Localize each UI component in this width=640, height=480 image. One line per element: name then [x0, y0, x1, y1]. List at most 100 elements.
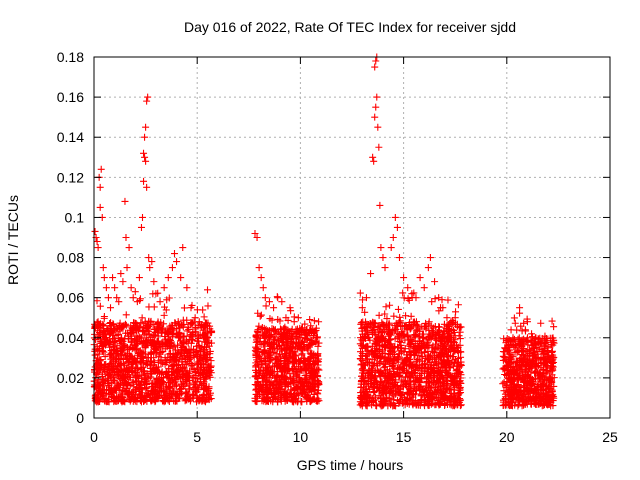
data-point — [204, 364, 212, 372]
x-tick-label: 25 — [602, 429, 618, 445]
data-point — [438, 366, 446, 374]
data-point — [267, 380, 275, 388]
data-point — [510, 314, 518, 322]
data-point — [410, 384, 418, 392]
data-point — [435, 323, 443, 331]
data-point — [281, 363, 289, 371]
data-point — [96, 302, 104, 310]
data-point — [310, 391, 318, 398]
data-point — [122, 329, 130, 337]
data-point — [118, 351, 126, 359]
data-point — [446, 345, 454, 353]
data-point — [385, 350, 393, 358]
data-point — [162, 369, 170, 377]
data-point — [139, 213, 147, 221]
data-point — [387, 345, 395, 353]
data-point — [256, 367, 264, 375]
data-point — [372, 338, 380, 346]
data-point — [372, 57, 380, 65]
data-point — [426, 333, 434, 341]
data-point — [125, 244, 133, 252]
data-point — [132, 336, 140, 344]
data-point — [173, 391, 181, 399]
data-point — [93, 363, 101, 371]
data-point — [125, 388, 133, 396]
data-point — [357, 319, 365, 327]
data-point — [165, 294, 173, 302]
data-point — [254, 392, 262, 400]
data-point — [98, 347, 106, 355]
data-point — [444, 322, 452, 330]
data-point — [304, 356, 312, 364]
data-point — [97, 339, 105, 347]
data-points — [90, 53, 558, 410]
data-point — [261, 387, 269, 395]
data-point — [110, 376, 118, 384]
data-point — [403, 326, 411, 334]
data-point — [168, 264, 176, 272]
data-point — [452, 367, 460, 375]
data-point — [440, 320, 448, 328]
data-point — [400, 348, 408, 356]
data-point — [263, 364, 271, 372]
data-point — [384, 325, 392, 333]
data-point — [290, 377, 298, 385]
data-point — [91, 227, 99, 235]
data-point — [370, 323, 378, 331]
data-point — [114, 348, 122, 356]
data-point — [96, 203, 104, 211]
data-point — [396, 369, 404, 377]
data-point — [136, 381, 144, 389]
data-point — [315, 318, 323, 326]
data-point — [180, 304, 188, 312]
data-point — [138, 314, 146, 322]
data-point — [278, 298, 286, 306]
data-point — [386, 328, 394, 336]
data-point — [101, 328, 109, 336]
data-point — [444, 357, 452, 365]
data-point — [139, 323, 147, 331]
data-point — [276, 350, 284, 358]
data-point — [422, 325, 430, 333]
data-point — [98, 372, 106, 380]
data-point — [200, 313, 208, 321]
data-point — [166, 343, 174, 351]
data-point — [370, 351, 378, 359]
data-point — [381, 385, 389, 393]
data-point — [299, 354, 307, 362]
data-point — [111, 326, 119, 334]
data-point — [294, 314, 302, 322]
data-point — [377, 244, 385, 252]
data-point — [356, 289, 364, 297]
data-point — [143, 384, 151, 392]
data-point — [129, 363, 137, 371]
data-point — [168, 363, 176, 371]
data-point — [148, 341, 156, 349]
data-point — [357, 348, 365, 356]
data-point — [191, 381, 199, 389]
data-point — [399, 330, 407, 338]
x-tick-label: 10 — [293, 429, 309, 445]
data-point — [200, 378, 208, 386]
data-point — [107, 373, 115, 381]
data-point — [447, 338, 455, 346]
data-point — [116, 327, 124, 335]
data-point — [431, 383, 439, 391]
data-point — [165, 328, 173, 336]
data-point — [388, 362, 396, 370]
data-point — [451, 356, 459, 364]
data-point — [102, 336, 110, 344]
data-point — [194, 360, 202, 368]
data-point — [258, 371, 266, 379]
data-point — [443, 396, 451, 404]
data-point — [187, 352, 195, 360]
data-point — [281, 323, 289, 331]
data-point — [162, 306, 170, 314]
data-point — [441, 393, 449, 401]
data-point — [360, 333, 368, 341]
data-point — [286, 344, 294, 352]
data-point — [96, 183, 104, 191]
data-point — [395, 372, 403, 380]
data-point — [132, 394, 140, 402]
data-point — [179, 373, 187, 381]
